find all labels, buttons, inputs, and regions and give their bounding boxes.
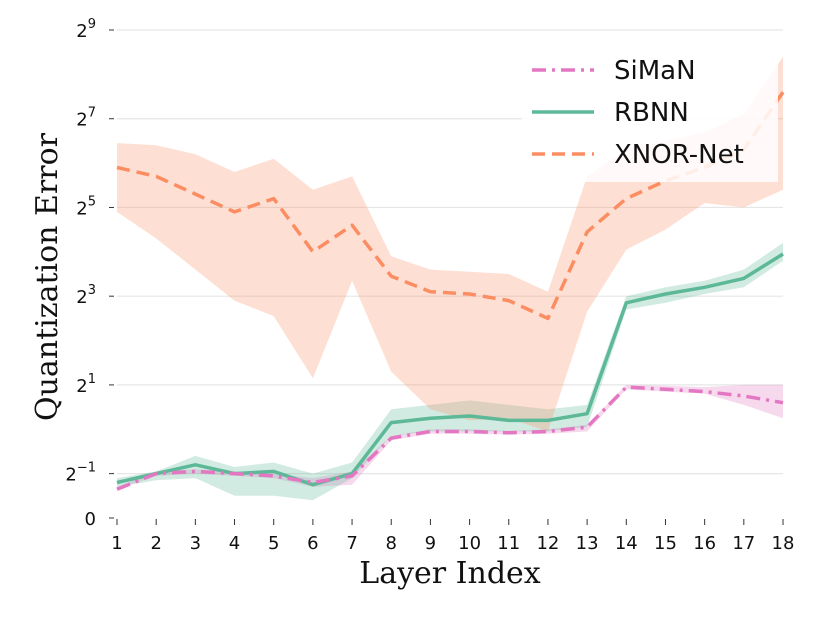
x-axis-title: Layer Index [359, 556, 541, 591]
legend-label: XNOR-Net [614, 140, 744, 170]
y-tick-label: 25 [76, 194, 96, 219]
x-tick-label: 9 [425, 533, 436, 554]
x-tick-label: 18 [772, 533, 795, 554]
y-axis-ticks: 0 2−1 21 23 25 27 29 [65, 17, 114, 530]
y-tick-label: 2−1 [65, 461, 96, 486]
x-tick-label: 7 [346, 533, 357, 554]
x-tick-label: 1 [111, 533, 122, 554]
x-tick-label: 10 [458, 533, 481, 554]
x-tick-label: 13 [576, 533, 599, 554]
grid-lines [117, 29, 783, 475]
x-tick-label: 8 [386, 533, 397, 554]
x-tick-label: 16 [693, 533, 716, 554]
y-tick-label: 23 [76, 283, 96, 308]
y-axis-title: Quantization Error [30, 132, 65, 421]
x-tick-label: 11 [497, 533, 520, 554]
line-siman [116, 385, 784, 491]
x-axis-ticks: 1 2 3 4 5 6 7 8 9 10 11 12 13 14 15 16 17 18 [111, 519, 794, 554]
x-tick-label: 3 [190, 533, 201, 554]
x-tick-label: 17 [732, 533, 755, 554]
legend: SiMaN RBNN XNOR-Net [522, 50, 778, 182]
x-tick-label: 5 [268, 533, 279, 554]
band-rbnn [117, 242, 783, 501]
legend-label: SiMaN [614, 56, 696, 86]
legend-label: RBNN [614, 98, 689, 128]
x-tick-label: 15 [654, 533, 677, 554]
y-tick-label: 21 [76, 372, 96, 397]
y-tick-label: 29 [76, 17, 96, 42]
band-siman [117, 384, 783, 490]
x-tick-label: 12 [536, 533, 559, 554]
y-tick-label: 0 [85, 509, 96, 530]
x-tick-label: 4 [229, 533, 240, 554]
x-tick-label: 2 [150, 533, 161, 554]
x-tick-label: 6 [307, 533, 318, 554]
x-tick-label: 14 [615, 533, 638, 554]
legend-box [522, 50, 778, 182]
band-xnor-net [117, 56, 783, 432]
y-tick-label: 27 [76, 106, 96, 131]
line-rbnn [116, 252, 784, 487]
confidence-bands [117, 56, 783, 501]
